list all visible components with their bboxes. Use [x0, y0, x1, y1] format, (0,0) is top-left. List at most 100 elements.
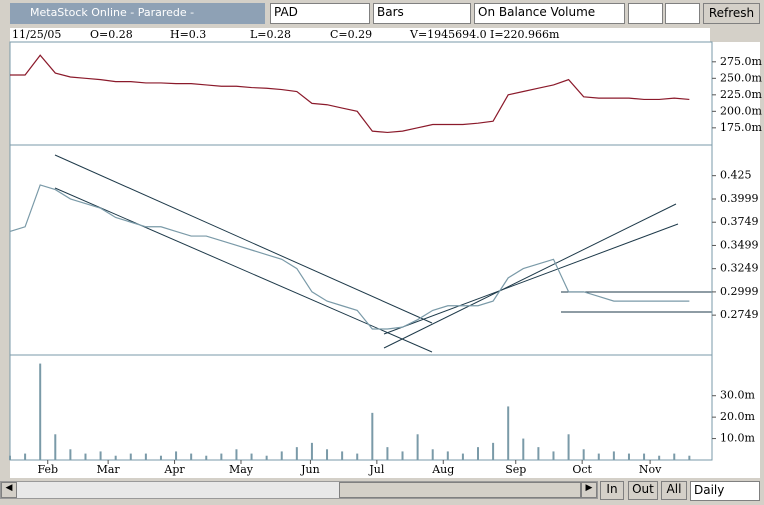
volume-bar	[356, 453, 359, 460]
volume-bar	[627, 453, 630, 460]
volume-bar	[280, 451, 283, 460]
info-volume: V=1945694.0	[410, 28, 487, 41]
volume-bar	[24, 453, 27, 460]
trend-line	[383, 203, 677, 349]
volume-bar	[371, 412, 374, 460]
info-low: L=0.28	[250, 28, 292, 41]
y-tick-label: 225.0m	[720, 88, 762, 101]
y-tick-label: 175.0m	[720, 121, 762, 134]
y-tick-label: 0.2999	[720, 285, 759, 298]
volume-bar	[567, 434, 570, 460]
info-high: H=0.3	[170, 28, 207, 41]
volume-bar	[431, 449, 434, 460]
volume-bar	[673, 453, 676, 460]
x-tick-label: Apr	[163, 463, 185, 476]
volume-bar	[386, 447, 389, 460]
y-tick-label: 0.3749	[720, 215, 759, 228]
x-tick-label: Feb	[37, 463, 58, 476]
volume-bar	[190, 453, 193, 460]
trend-line	[383, 223, 679, 335]
volume-bar	[175, 451, 178, 460]
volume-bar	[612, 451, 615, 460]
zoom-out[interactable]: Out	[628, 481, 658, 500]
x-tick-label: Sep	[505, 463, 526, 476]
panel-frame	[9, 354, 713, 461]
volume-bar	[84, 453, 87, 460]
x-tick-label: Jul	[368, 463, 384, 476]
volume-bar	[688, 455, 691, 460]
volume-bar	[9, 455, 11, 460]
info-date: 11/25/05	[12, 28, 62, 41]
volume-bar	[582, 449, 585, 460]
window-title: MetaStock Online - Pararede -	[10, 3, 265, 24]
scrollbar[interactable]: ◀ ▶	[0, 481, 598, 499]
param-input[interactable]	[665, 3, 700, 24]
volume-bar	[522, 438, 525, 460]
volume-bar	[643, 453, 646, 460]
volume-bar	[416, 434, 419, 460]
y-tick-label: 10.0m	[720, 432, 755, 445]
y-tick-label: 275.0m	[720, 55, 762, 68]
y-tick-label: 0.3499	[720, 238, 759, 251]
info-indicator: I=220.966m	[490, 28, 560, 41]
volume-bar	[552, 451, 555, 460]
y-tick-label: 30.0m	[720, 389, 755, 402]
volume-bar	[341, 451, 344, 460]
indicator-select[interactable]: On Balance Volume	[474, 3, 625, 24]
param-input[interactable]	[628, 3, 663, 24]
volume-bar	[326, 449, 329, 460]
toolbar: MetaStock Online - Pararede - PAD Bars O…	[0, 0, 764, 28]
y-tick-label: 200.0m	[720, 104, 762, 117]
volume-bar	[477, 447, 479, 460]
x-tick-label: Mar	[97, 463, 121, 476]
refresh-button[interactable]: Refresh	[703, 3, 760, 24]
series-line	[9, 184, 690, 330]
volume-bar	[507, 406, 510, 460]
info-close: C=0.29	[330, 28, 373, 41]
info-bar: 11/25/05 O=0.28 H=0.3 L=0.28 C=0.29 V=19…	[10, 28, 710, 42]
x-tick-label: Aug	[431, 463, 454, 476]
volume-bar	[129, 453, 132, 460]
volume-bar	[220, 453, 223, 460]
scroll-thumb[interactable]	[339, 482, 581, 498]
volume-bar	[39, 363, 42, 460]
x-tick-label: Oct	[572, 463, 592, 476]
style-select[interactable]: Bars	[373, 3, 471, 24]
volume-bar	[159, 455, 162, 460]
period-select[interactable]: Daily	[690, 481, 760, 501]
y-tick-label: 20.0m	[720, 410, 755, 423]
volume-bar	[658, 455, 661, 460]
volume-bar	[461, 453, 464, 460]
volume-bar	[401, 451, 404, 460]
series-line	[10, 54, 690, 134]
volume-bar	[446, 451, 449, 460]
symbol-input[interactable]: PAD	[270, 3, 370, 24]
volume-bar	[99, 451, 102, 460]
y-tick-label: 0.3999	[720, 192, 759, 205]
y-tick-label: 250.0m	[720, 71, 762, 84]
volume-bar	[69, 449, 72, 460]
x-tick-label: May	[229, 463, 254, 476]
volume-bar	[265, 455, 268, 460]
volume-bar	[144, 453, 147, 460]
volume-bar	[205, 455, 208, 460]
y-tick-label: 0.2749	[720, 308, 759, 321]
y-tick-label: 0.3249	[720, 262, 759, 275]
x-tick-label: Jun	[300, 463, 320, 476]
zoom-all[interactable]: All	[661, 481, 687, 500]
volume-bar	[492, 442, 495, 460]
volume-bar	[114, 455, 117, 460]
scroll-left[interactable]: ◀	[1, 482, 17, 498]
volume-bar	[295, 447, 298, 460]
zoom-in[interactable]: In	[600, 481, 624, 500]
y-tick-label: 0.425	[720, 169, 752, 182]
scroll-right[interactable]: ▶	[581, 482, 597, 498]
volume-bar	[597, 453, 600, 460]
volume-bar	[250, 453, 253, 460]
x-tick-label: Nov	[639, 463, 662, 476]
chart-bg	[10, 42, 760, 478]
volume-bar	[235, 449, 238, 460]
volume-bar	[54, 434, 57, 460]
volume-bar	[537, 447, 540, 460]
